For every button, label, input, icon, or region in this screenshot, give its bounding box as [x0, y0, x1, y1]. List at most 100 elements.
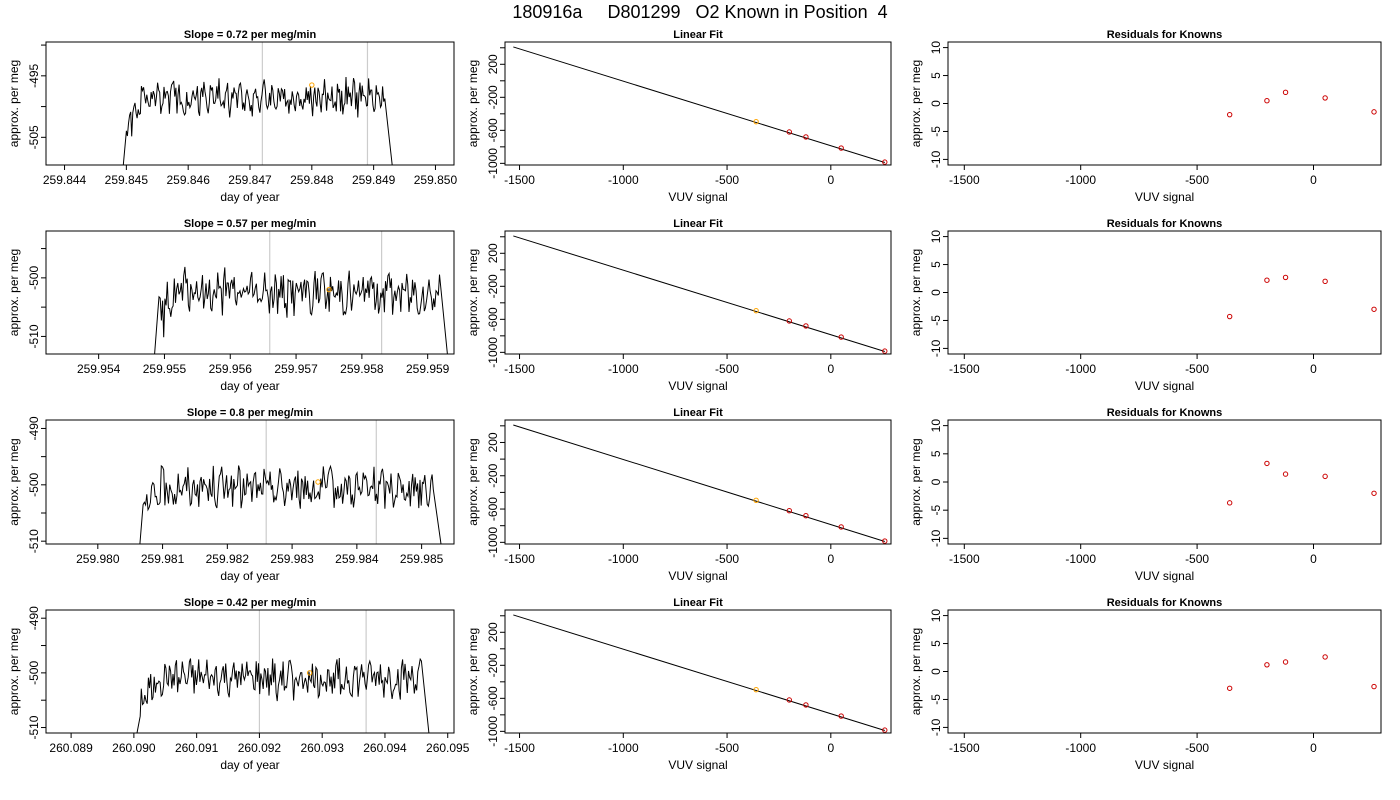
x-tick-label: 259.959 [406, 362, 450, 376]
data-point [882, 348, 888, 354]
x-axis-label: VUV signal [1135, 569, 1194, 583]
x-tick-label: -500 [715, 173, 739, 187]
signal-trace [139, 464, 442, 544]
residual-point [1322, 278, 1328, 285]
y-tick-label: -600 [486, 307, 500, 331]
x-tick-label: 260.089 [49, 741, 93, 755]
x-axis-label: VUV signal [1135, 758, 1194, 772]
resid-panel [943, 230, 1382, 359]
residual-point [1282, 274, 1289, 281]
x-tick-label: 259.845 [105, 173, 149, 187]
y-axis-label: approx. per meg [909, 249, 923, 336]
y-tick-label: -1000 [486, 337, 500, 368]
time-panel [41, 609, 455, 738]
residual-point [1264, 277, 1270, 283]
residual-point [1371, 109, 1377, 115]
data-point [753, 497, 759, 504]
x-tick-label: 259.847 [228, 173, 272, 187]
data-point [882, 538, 888, 544]
x-tick-label: 259.985 [400, 552, 444, 566]
x-axis-label: day of year [220, 379, 279, 393]
panel-title: Residuals for Knowns [1107, 218, 1223, 230]
plot-frame [504, 609, 892, 734]
plot-frame [504, 41, 892, 166]
x-tick-label: 259.981 [141, 552, 185, 566]
y-tick-label: -1000 [486, 716, 500, 747]
plot-area [1226, 89, 1377, 118]
y-axis-label: approx. per meg [466, 628, 480, 715]
x-tick-label: 0 [827, 173, 834, 187]
x-tick-label: 260.091 [175, 741, 219, 755]
x-axis-label: day of year [220, 190, 279, 204]
x-axis-label: VUV signal [668, 190, 727, 204]
y-tick-label: -10 [929, 150, 943, 168]
residual-point [1371, 683, 1377, 690]
y-tick-label: 200 [486, 54, 500, 74]
y-tick-label: -10 [929, 718, 943, 736]
residual-point [1371, 490, 1377, 496]
fit-line [513, 235, 885, 353]
x-axis-label: day of year [220, 569, 279, 583]
x-tick-label: 0 [827, 741, 834, 755]
x-tick-label: -1500 [504, 362, 535, 376]
x-tick-label: 259.850 [414, 173, 458, 187]
y-axis-label: approx. per meg [7, 628, 21, 715]
data-point [753, 686, 759, 693]
plot-area [1226, 460, 1377, 506]
x-tick-label: 260.090 [112, 741, 156, 755]
plot-area [122, 42, 393, 165]
residual-point [1264, 662, 1270, 668]
x-tick-label: -500 [715, 362, 739, 376]
x-tick-label: 259.984 [335, 552, 379, 566]
y-tick-label: 5 [929, 450, 943, 457]
x-tick-label: -500 [1185, 552, 1209, 566]
y-tick-label: -200 [486, 85, 500, 109]
data-point [753, 307, 759, 314]
time-panel [41, 41, 455, 170]
x-tick-label: 259.954 [77, 362, 121, 376]
y-tick-label: -490 [27, 416, 41, 440]
data-point [838, 334, 844, 340]
data-point [882, 727, 888, 733]
y-tick-label: 10 [929, 230, 943, 244]
plot-area [513, 614, 888, 733]
y-tick-label: -505 [27, 125, 41, 149]
panel-title: Slope = 0.72 per meg/min [184, 29, 317, 41]
y-tick-label: -5 [929, 505, 943, 516]
x-tick-label: 260.092 [238, 741, 282, 755]
x-tick-label: 259.844 [43, 173, 87, 187]
panel-title: Slope = 0.57 per meg/min [184, 218, 317, 230]
y-tick-label: -5 [929, 694, 943, 705]
x-tick-label: 260.095 [426, 741, 470, 755]
x-tick-label: -1000 [1065, 362, 1096, 376]
y-tick-label: -500 [27, 472, 41, 496]
x-tick-label: -500 [1185, 362, 1209, 376]
x-tick-label: 259.846 [166, 173, 210, 187]
y-axis-label: approx. per meg [466, 60, 480, 147]
panel-title: Slope = 0.42 per meg/min [184, 597, 317, 609]
x-tick-label: 0 [1310, 362, 1317, 376]
x-tick-label: -1000 [1065, 173, 1096, 187]
x-tick-label: -1000 [608, 741, 639, 755]
y-axis-label: approx. per meg [7, 60, 21, 147]
x-tick-label: -1000 [608, 173, 639, 187]
fit-panel [500, 230, 892, 359]
panel-title: Linear Fit [673, 29, 723, 41]
panel-title: Linear Fit [673, 597, 723, 609]
plot-area [136, 610, 430, 733]
x-tick-label: 0 [827, 552, 834, 566]
data-point [786, 508, 793, 514]
y-axis-label: approx. per meg [7, 438, 21, 525]
x-tick-label: -1500 [504, 552, 535, 566]
x-axis-label: VUV signal [668, 379, 727, 393]
panel-title: Residuals for Knowns [1107, 407, 1223, 419]
y-tick-label: -1000 [486, 148, 500, 179]
resid-panel [943, 41, 1382, 170]
x-tick-label: -1500 [949, 173, 980, 187]
y-tick-label: 5 [929, 72, 943, 79]
plot-frame [45, 609, 455, 734]
y-tick-label: -5 [929, 126, 943, 137]
x-tick-label: 0 [1310, 552, 1317, 566]
plot-area [154, 231, 448, 354]
plot-frame [947, 41, 1382, 166]
